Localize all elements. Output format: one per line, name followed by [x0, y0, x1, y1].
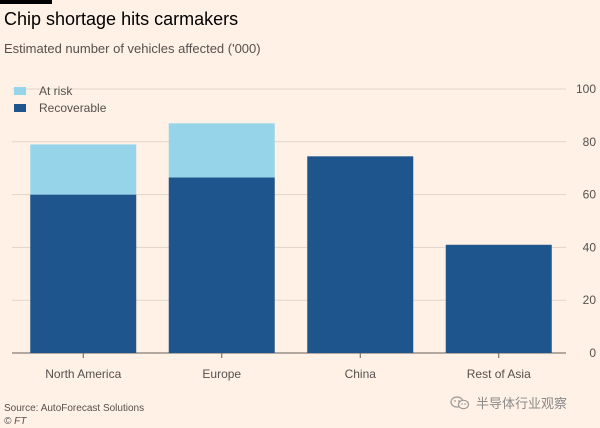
legend-swatch-recoverable	[14, 103, 26, 112]
legend-item-at-risk: At risk	[14, 82, 106, 99]
legend-item-recoverable: Recoverable	[14, 99, 106, 116]
bar-recoverable	[445, 244, 552, 353]
x-tick-label: Rest of Asia	[467, 367, 531, 381]
source-note: Source: AutoForecast Solutions	[4, 403, 145, 414]
y-tick-label: 40	[583, 240, 597, 254]
x-tick-label: North America	[45, 367, 121, 381]
legend-label-recoverable: Recoverable	[39, 100, 107, 115]
legend: At risk Recoverable	[14, 82, 106, 116]
bar-at-risk	[168, 123, 275, 178]
y-tick-label: 100	[576, 82, 596, 96]
bar-at-risk	[30, 144, 137, 195]
x-tick-label: China	[345, 367, 377, 381]
y-tick-label: 60	[583, 188, 597, 202]
wechat-icon	[450, 395, 470, 409]
y-tick-label: 20	[583, 293, 597, 307]
bar-recoverable	[307, 156, 414, 353]
watermark: 半导体行业观察	[450, 393, 567, 412]
chart-subtitle: Estimated number of vehicles affected ('…	[4, 41, 261, 56]
x-tick-label: Europe	[202, 367, 241, 381]
legend-swatch-at-risk	[14, 86, 26, 95]
y-tick-label: 0	[589, 346, 596, 360]
bar-recoverable	[30, 194, 137, 353]
bar-recoverable	[168, 177, 275, 353]
y-tick-label: 80	[583, 135, 597, 149]
chart-title: Chip shortage hits carmakers	[4, 9, 239, 29]
watermark-text: 半导体行业观察	[476, 396, 568, 411]
top-rule	[0, 0, 52, 4]
legend-label-at-risk: At risk	[39, 83, 73, 98]
credit-note: © FT	[4, 416, 27, 427]
